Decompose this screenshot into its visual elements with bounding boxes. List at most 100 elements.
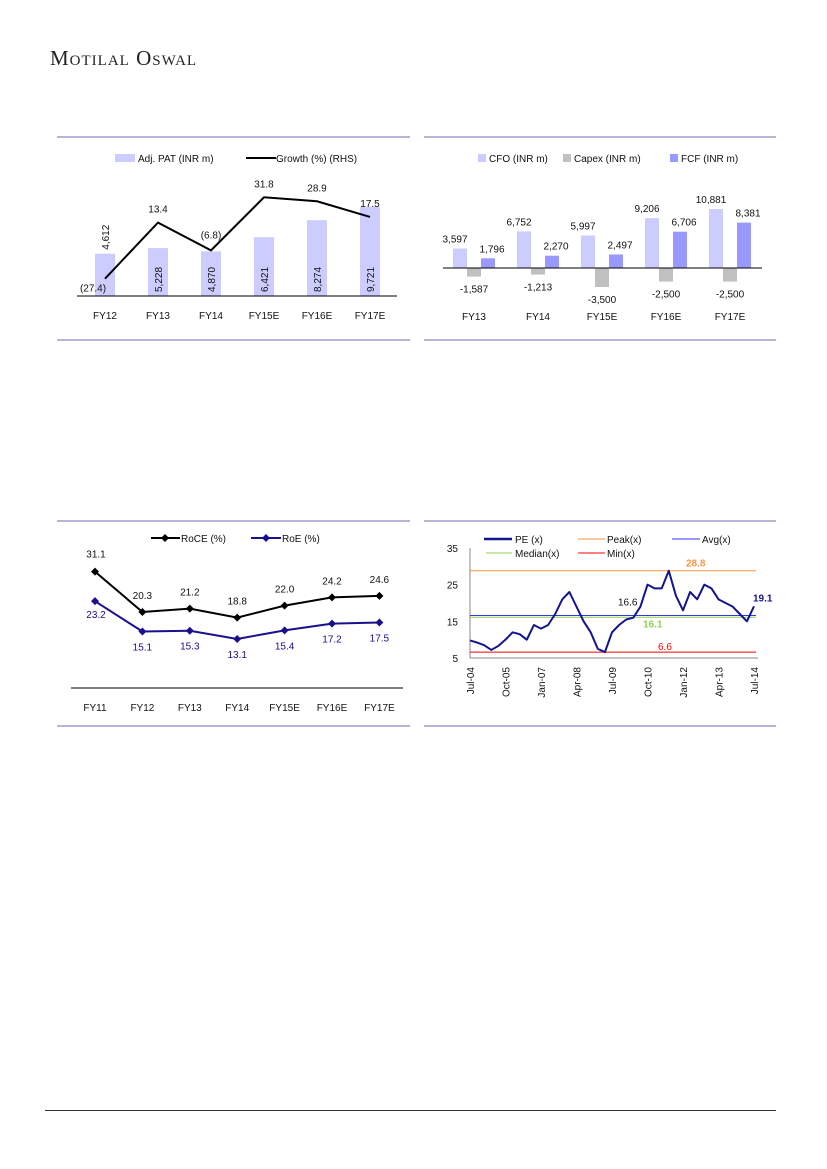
min-annotation: 6.6	[658, 642, 672, 653]
x-tick-label: FY16E	[302, 311, 333, 322]
pat-data-label: 4,612	[101, 224, 112, 249]
x-tick-label: Jan-07	[537, 667, 548, 698]
cfo-bar	[581, 235, 595, 268]
y-tick-label: 15	[447, 617, 459, 628]
growth-data-label: 31.8	[254, 179, 274, 190]
legend-swatch-pat	[115, 154, 135, 162]
legend-label-cfo: CFO (INR m)	[489, 154, 548, 165]
x-tick-label: FY12	[130, 703, 154, 714]
x-tick-label: Apr-08	[573, 667, 584, 697]
legend-label-fcf: FCF (INR m)	[681, 154, 738, 165]
chart4-pe-band: 35 25 15 5 28.8 16.6 16.1 6.6 19.1 Jul-04 Oct-05 Ja…	[447, 544, 773, 698]
x-tick-label: FY15E	[249, 311, 280, 322]
roce-marker	[280, 601, 289, 610]
roce-marker	[375, 591, 384, 600]
legend-marker-roe	[262, 534, 270, 542]
roce-data-label: 24.6	[370, 575, 390, 586]
x-tick-label: Jul-04	[466, 667, 477, 695]
chart-frames	[57, 136, 776, 727]
fcf-bar	[673, 231, 687, 268]
legend-label-capex: Capex (INR m)	[574, 154, 641, 165]
roe-data-label: 17.2	[322, 635, 342, 646]
cfo-data-label: 6,752	[506, 217, 531, 228]
capex-bar	[723, 268, 737, 282]
roce-marker	[185, 604, 194, 613]
legend-swatch-fcf	[670, 154, 678, 162]
roe-marker	[185, 626, 194, 635]
roe-data-label: 15.4	[275, 641, 295, 652]
pat-bar	[307, 220, 327, 296]
roe-data-label: 15.1	[133, 642, 153, 653]
cfo-data-label: 5,997	[570, 222, 595, 233]
x-tick-label: Apr-13	[715, 667, 726, 697]
capex-data-label: -1,213	[524, 283, 553, 294]
x-tick-label: FY15E	[587, 312, 618, 323]
median-annotation: 16.1	[643, 619, 663, 630]
capex-bar	[595, 268, 609, 287]
growth-data-label: 13.4	[148, 205, 168, 216]
fcf-data-label: 2,497	[607, 240, 632, 251]
fcf-data-label: 1,796	[479, 244, 504, 255]
capex-bar	[467, 268, 481, 277]
pat-bar	[254, 237, 274, 296]
roce-data-label: 20.3	[133, 591, 153, 602]
fcf-bar	[545, 255, 559, 268]
fcf-data-label: 6,706	[671, 218, 696, 229]
growth-data-label: (6.8)	[201, 230, 222, 241]
legend-swatch-cfo	[478, 154, 486, 162]
chart1-legend: Adj. PAT (INR m) Growth (%) (RHS)	[115, 154, 357, 165]
pat-data-label: 8,274	[313, 267, 324, 292]
x-tick-label: Oct-05	[502, 667, 513, 697]
fcf-data-label: 8,381	[735, 209, 760, 220]
roe-marker	[233, 634, 242, 643]
legend-swatch-capex	[563, 154, 571, 162]
roe-marker	[91, 597, 99, 606]
fcf-bar	[609, 254, 623, 268]
footer-divider	[45, 1110, 776, 1111]
pat-bar	[148, 248, 168, 296]
roce-data-label: 21.2	[180, 588, 200, 599]
legend-label-pe: PE (x)	[515, 535, 543, 546]
x-tick-label: FY14	[526, 312, 550, 323]
legend-marker-roce	[161, 534, 169, 542]
pat-data-label: 5,228	[154, 267, 165, 292]
y-tick-label: 5	[452, 654, 458, 665]
cfo-bar	[517, 231, 531, 268]
roce-data-label: 24.2	[322, 576, 342, 587]
x-tick-label: FY16E	[651, 312, 682, 323]
growth-data-label: 28.9	[307, 183, 327, 194]
x-tick-label: FY17E	[355, 311, 386, 322]
roe-data-label: 17.5	[370, 634, 390, 645]
x-tick-label: FY16E	[317, 703, 348, 714]
cfo-data-label: 3,597	[442, 235, 467, 246]
legend-label-peak: Peak(x)	[607, 535, 641, 546]
y-tick-label: 35	[447, 544, 459, 555]
pat-data-label: 9,721	[366, 267, 377, 292]
pat-data-label: 6,421	[260, 267, 271, 292]
last-value-annotation: 19.1	[753, 593, 773, 604]
legend-label-roce: RoCE (%)	[181, 534, 226, 545]
roce-data-label: 22.0	[275, 585, 295, 596]
legend-label-min: Min(x)	[607, 549, 635, 560]
roe-marker	[375, 618, 384, 627]
roe-data-label: 15.3	[180, 642, 200, 653]
cfo-bar	[453, 248, 467, 268]
roe-marker	[328, 619, 336, 628]
peak-annotation: 28.8	[686, 559, 706, 570]
y-tick-label: 25	[447, 581, 459, 592]
pat-bar	[201, 251, 221, 296]
chart1-pat-growth: 4,612 FY12 5,228 FY13 4,870 FY14 6,421 FY15E 8,2…	[77, 179, 397, 322]
x-tick-label: FY14	[225, 703, 249, 714]
legend-label-roe: RoE (%)	[282, 534, 320, 545]
x-tick-label: Jul-14	[750, 667, 761, 695]
pat-bar	[95, 253, 115, 296]
roe-data-label: 13.1	[227, 650, 247, 661]
roce-data-label: 31.1	[86, 550, 106, 561]
growth-line	[104, 196, 371, 280]
x-tick-label: FY17E	[715, 312, 746, 323]
legend-label-median: Median(x)	[515, 549, 559, 560]
roce-marker	[328, 593, 336, 602]
fcf-bar	[737, 222, 751, 268]
legend-label-pat: Adj. PAT (INR m)	[138, 154, 214, 165]
